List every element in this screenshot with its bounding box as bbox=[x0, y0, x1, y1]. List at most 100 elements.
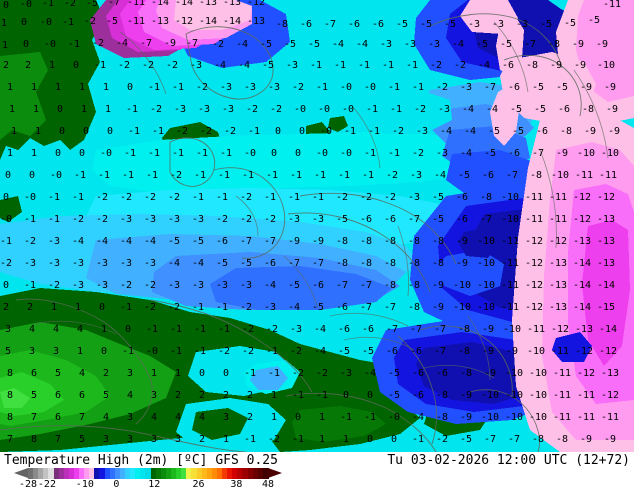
station-value: -2 bbox=[143, 192, 157, 203]
station-value: -3 bbox=[239, 280, 253, 291]
map-line-coast-baltic bbox=[503, 54, 582, 117]
station-value: -1 bbox=[171, 82, 185, 93]
scale-swatch bbox=[227, 468, 233, 479]
scale-swatch bbox=[196, 468, 203, 479]
station-value: -14 bbox=[598, 324, 618, 335]
scale-tick-label: -10 bbox=[75, 479, 94, 490]
station-value: -2 bbox=[429, 60, 443, 71]
map-line-border-uk-int bbox=[235, 195, 259, 237]
station-value: -1 bbox=[291, 390, 305, 401]
station-value: 0 bbox=[28, 170, 36, 181]
station-value: -1 bbox=[0, 236, 13, 247]
station-value: -10 bbox=[576, 148, 596, 159]
station-value: -13 bbox=[222, 0, 242, 8]
station-value: -5 bbox=[287, 280, 301, 291]
station-value: -4 bbox=[363, 368, 377, 379]
map-line-coast-italy bbox=[397, 335, 437, 445]
station-value: -12 bbox=[572, 192, 592, 203]
station-value: 0 bbox=[20, 17, 28, 28]
station-value: -1 bbox=[263, 192, 277, 203]
station-value: -11 bbox=[500, 236, 520, 247]
station-value: -2 bbox=[91, 38, 105, 49]
station-value: 5 bbox=[30, 390, 38, 401]
station-value: -4 bbox=[235, 39, 249, 50]
station-value: -7 bbox=[531, 148, 545, 159]
scale-swatch bbox=[216, 468, 223, 479]
map-line-coast-france bbox=[149, 299, 313, 393]
station-value: -9 bbox=[603, 82, 617, 93]
station-value: -11 bbox=[524, 214, 544, 225]
scale-swatch bbox=[119, 468, 126, 479]
station-value: -11 bbox=[548, 192, 568, 203]
scale-swatch bbox=[165, 468, 172, 479]
station-value: -2 bbox=[223, 126, 237, 137]
scale-swatch bbox=[53, 468, 60, 479]
station-value: -8 bbox=[435, 390, 449, 401]
station-value: -9 bbox=[549, 60, 563, 71]
scale-swatch bbox=[28, 468, 34, 479]
scale-tick-label: 38 bbox=[230, 479, 243, 490]
station-value: -2 bbox=[199, 126, 213, 137]
station-value: -8 bbox=[581, 104, 595, 115]
station-value: -3 bbox=[285, 60, 299, 71]
map-line-coast-nafrica bbox=[0, 425, 247, 452]
station-value: -10 bbox=[504, 368, 524, 379]
station-value: -3 bbox=[427, 39, 441, 50]
station-value: -9 bbox=[163, 38, 177, 49]
station-value: -5 bbox=[261, 60, 275, 71]
station-value: -2 bbox=[269, 104, 283, 115]
scale-swatch bbox=[125, 468, 131, 479]
station-value: -13 bbox=[572, 236, 592, 247]
station-value: -1 bbox=[67, 39, 81, 50]
station-value: -2 bbox=[453, 60, 467, 71]
temp-region-east-pink-band bbox=[500, 52, 596, 124]
station-value: 0 bbox=[82, 126, 90, 137]
station-value: -1 bbox=[147, 148, 161, 159]
station-value: -1 bbox=[337, 170, 351, 181]
station-value: 2 bbox=[2, 60, 10, 71]
station-value: -0 bbox=[19, 0, 33, 10]
station-value: -14 bbox=[572, 258, 592, 269]
station-value: -5 bbox=[419, 19, 433, 30]
temperature-map[interactable]: 0 -0 -1 -2 -5 -7 -11 -14 -14 -13 -13 -12 1 0 -0 -1 -2 -5-… bbox=[0, 0, 634, 452]
station-value: 6 bbox=[54, 390, 62, 401]
station-value: 6 bbox=[54, 412, 62, 423]
station-value: -11 bbox=[600, 412, 620, 423]
map-line-border-alps bbox=[329, 312, 409, 327]
station-value: 1 bbox=[48, 60, 56, 71]
scale-swatch bbox=[247, 468, 254, 479]
station-value: -1 bbox=[389, 104, 403, 115]
map-line-coast-ireland bbox=[169, 137, 216, 187]
map-line-border-de-pl bbox=[397, 225, 409, 297]
station-value: 1 bbox=[10, 126, 18, 137]
station-value: -0 bbox=[293, 104, 307, 115]
station-value: -7 bbox=[139, 38, 153, 49]
station-value: 1 bbox=[318, 412, 326, 423]
station-value: 1 bbox=[102, 82, 110, 93]
station-value: -1 bbox=[191, 302, 205, 313]
station-value: -2 bbox=[413, 104, 427, 115]
station-value: 2 bbox=[26, 302, 34, 313]
station-value: -1 bbox=[215, 192, 229, 203]
station-value: -3 bbox=[47, 258, 61, 269]
station-value: 0 bbox=[4, 170, 12, 181]
station-value: -1 bbox=[71, 192, 85, 203]
station-value: -3 bbox=[119, 258, 133, 269]
station-value: -2 bbox=[241, 346, 255, 357]
station-value: -4 bbox=[71, 236, 85, 247]
station-value: -1 bbox=[247, 126, 261, 137]
station-value: 2 bbox=[2, 302, 10, 313]
temp-region-cyan-patch-low3 bbox=[250, 366, 288, 390]
station-value: 4 bbox=[76, 324, 84, 335]
station-value: -2 bbox=[267, 434, 281, 445]
station-value: -6 bbox=[263, 258, 277, 269]
station-value: -14 bbox=[174, 0, 194, 8]
station-value: 0 bbox=[124, 324, 132, 335]
station-value: 3 bbox=[150, 390, 158, 401]
station-value: -6 bbox=[359, 214, 373, 225]
station-value: -3 bbox=[437, 104, 451, 115]
map-line-border-balkan2 bbox=[423, 364, 495, 379]
station-value: -6 bbox=[507, 148, 521, 159]
station-value: -1 bbox=[219, 148, 233, 159]
station-value: -10 bbox=[504, 390, 524, 401]
